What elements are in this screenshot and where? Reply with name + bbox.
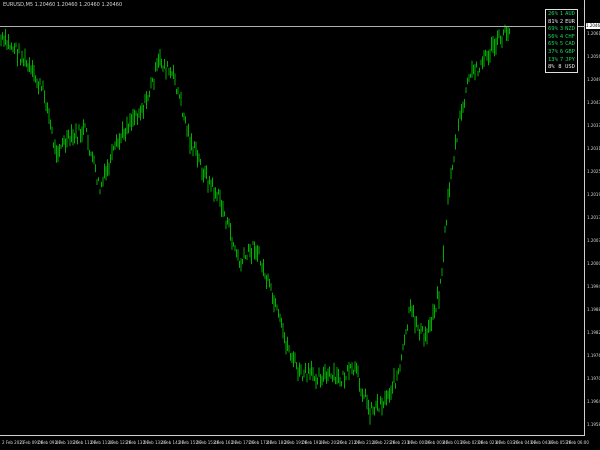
strength-currency: CHF: [565, 33, 575, 40]
strength-row-jpy: 13% 7 JPY: [546, 57, 577, 65]
time-tick-label: 3 Feb 00:40: [424, 440, 449, 445]
strength-rank: 2: [559, 18, 564, 25]
strength-row-eur: 81% 2 EUR: [546, 19, 577, 27]
price-tick-label: 1.20560: [587, 54, 600, 59]
strength-row-gbp: 37% 6 GBP: [546, 49, 577, 57]
time-tick-label: 3 Feb 06:00: [565, 440, 589, 445]
price-tick-label: 1.20190: [587, 192, 600, 197]
time-tick-label: 2 Feb 14:20: [160, 440, 185, 445]
time-tick-label: 2 Feb 2021: [2, 440, 25, 445]
strength-percent: 13%: [548, 56, 558, 63]
time-tick-label: 2 Feb 12:20: [107, 440, 132, 445]
price-tick-label: 1.20310: [587, 146, 600, 151]
strength-percent: 65%: [548, 41, 558, 48]
strength-rank: 6: [559, 48, 564, 55]
strength-currency: NZD: [565, 26, 575, 33]
time-tick-label: 2 Feb 17:00: [230, 440, 255, 445]
time-tick-label: 2 Feb 16:20: [213, 440, 237, 445]
time-tick-label: 3 Feb 05:20: [547, 440, 572, 445]
time-tick-label: 2 Feb 15:00: [178, 440, 202, 445]
price-tick-label: 1.20615: [587, 31, 600, 36]
strength-currency: EUR: [565, 18, 575, 25]
strength-row-aud: 26% 1 AUD: [546, 11, 577, 19]
price-tick-label: 1.20435: [587, 100, 600, 105]
price-tick-label: 1.19580: [587, 422, 600, 427]
price-tick-label: 1.19760: [587, 353, 600, 358]
time-tick-label: 2 Feb 19:00: [283, 440, 308, 445]
strength-percent: 26%: [548, 11, 558, 17]
time-scale[interactable]: 2 Feb 2021 2 Feb 09:00 2 Feb 09:40 2 Feb 10…: [0, 437, 589, 450]
strength-currency: USD: [565, 64, 575, 71]
strength-currency: GBP: [565, 48, 575, 55]
strength-rank: 7: [559, 56, 564, 63]
time-tick-label: 2 Feb 19:40: [301, 440, 325, 445]
price-tick-label: 1.19820: [587, 330, 600, 335]
price-tick-label: 1.19885: [587, 307, 600, 312]
time-tick-label: 2 Feb 09:40: [37, 440, 61, 445]
strength-rank: 1: [559, 11, 564, 17]
price-tick-label: 1.19700: [587, 376, 600, 381]
strength-percent: 8%: [548, 64, 555, 71]
bid-line[interactable]: [0, 26, 585, 27]
time-tick-label: 2 Feb 21:40: [354, 440, 378, 445]
currency-strength-panel: 26% 1 AUD 81% 2 EUR 69% 3 NZD 56% 4 CHF 65% 5 CAD 37% 6 G…: [545, 9, 578, 73]
time-tick-label: 2 Feb 21:00: [336, 440, 361, 445]
time-tick-label: 3 Feb 03:20: [494, 440, 519, 445]
time-tick-label: 3 Feb 02:40: [477, 440, 501, 445]
strength-rank: 4: [559, 33, 564, 40]
time-tick-label: 2 Feb 11:40: [90, 440, 114, 445]
time-tick-label: 2 Feb 09:00: [19, 440, 44, 445]
time-tick-label: 2 Feb 17:40: [248, 440, 273, 445]
strength-percent: 69%: [548, 26, 558, 33]
strength-rank: 3: [559, 26, 564, 33]
strength-row-cad: 65% 5 CAD: [546, 41, 577, 49]
strength-row-nzd: 69% 3 NZD: [546, 26, 577, 34]
time-tick-label: 2 Feb 23:00: [389, 440, 413, 445]
time-tick-label: 2 Feb 10:20: [54, 440, 79, 445]
symbol-header: EURUSD,M5 1.20460 1.20460 1.20460 1.2046…: [3, 2, 123, 8]
price-tick-label: 1.20495: [587, 77, 600, 82]
strength-percent: 56%: [548, 33, 558, 40]
strength-currency: CAD: [565, 41, 575, 48]
price-tick-label: 1.19945: [587, 284, 600, 289]
price-tick-label: 1.19640: [587, 399, 600, 404]
time-tick-label: 2 Feb 11:00: [72, 440, 97, 445]
chart-area[interactable]: [0, 0, 585, 436]
price-scale[interactable]: 1.20615 1.20560 1.20495 1.20435 1.20375 1.203…: [586, 0, 600, 436]
bid-price-tag: 1.20460: [586, 23, 600, 29]
price-tick-label: 1.20005: [587, 261, 600, 266]
strength-percent: 81%: [548, 18, 558, 25]
price-tick-label: 1.20250: [587, 169, 600, 174]
time-tick-label: 3 Feb 02:00: [459, 440, 484, 445]
strength-currency: JPY: [565, 56, 575, 63]
time-tick-label: 3 Feb 00:00: [406, 440, 431, 445]
time-tick-label: 3 Feb 01:20: [442, 440, 466, 445]
strength-rank: 5: [559, 41, 564, 48]
price-bars: [0, 24, 510, 425]
time-tick-label: 2 Feb 15:40: [195, 440, 220, 445]
time-tick-label: 3 Feb 04:40: [530, 440, 554, 445]
price-tick-label: 1.20130: [587, 215, 600, 220]
price-tick-label: 1.20375: [587, 123, 600, 128]
strength-row-usd: 8% 8 USD: [546, 64, 577, 72]
strength-currency: AUD: [565, 11, 575, 17]
strength-rank: 8: [558, 64, 562, 71]
time-tick-label: 2 Feb 22:20: [371, 440, 396, 445]
time-tick-label: 3 Feb 04:00: [512, 440, 537, 445]
strength-row-chf: 56% 4 CHF: [546, 34, 577, 42]
time-tick-label: 2 Feb 20:20: [318, 440, 343, 445]
time-tick-label: 2 Feb 13:00: [125, 440, 149, 445]
time-tick-label: 2 Feb 13:40: [142, 440, 167, 445]
strength-percent: 37%: [548, 48, 558, 55]
time-tick-label: 2 Feb 18:20: [266, 440, 290, 445]
price-tick-label: 1.20070: [587, 238, 600, 243]
